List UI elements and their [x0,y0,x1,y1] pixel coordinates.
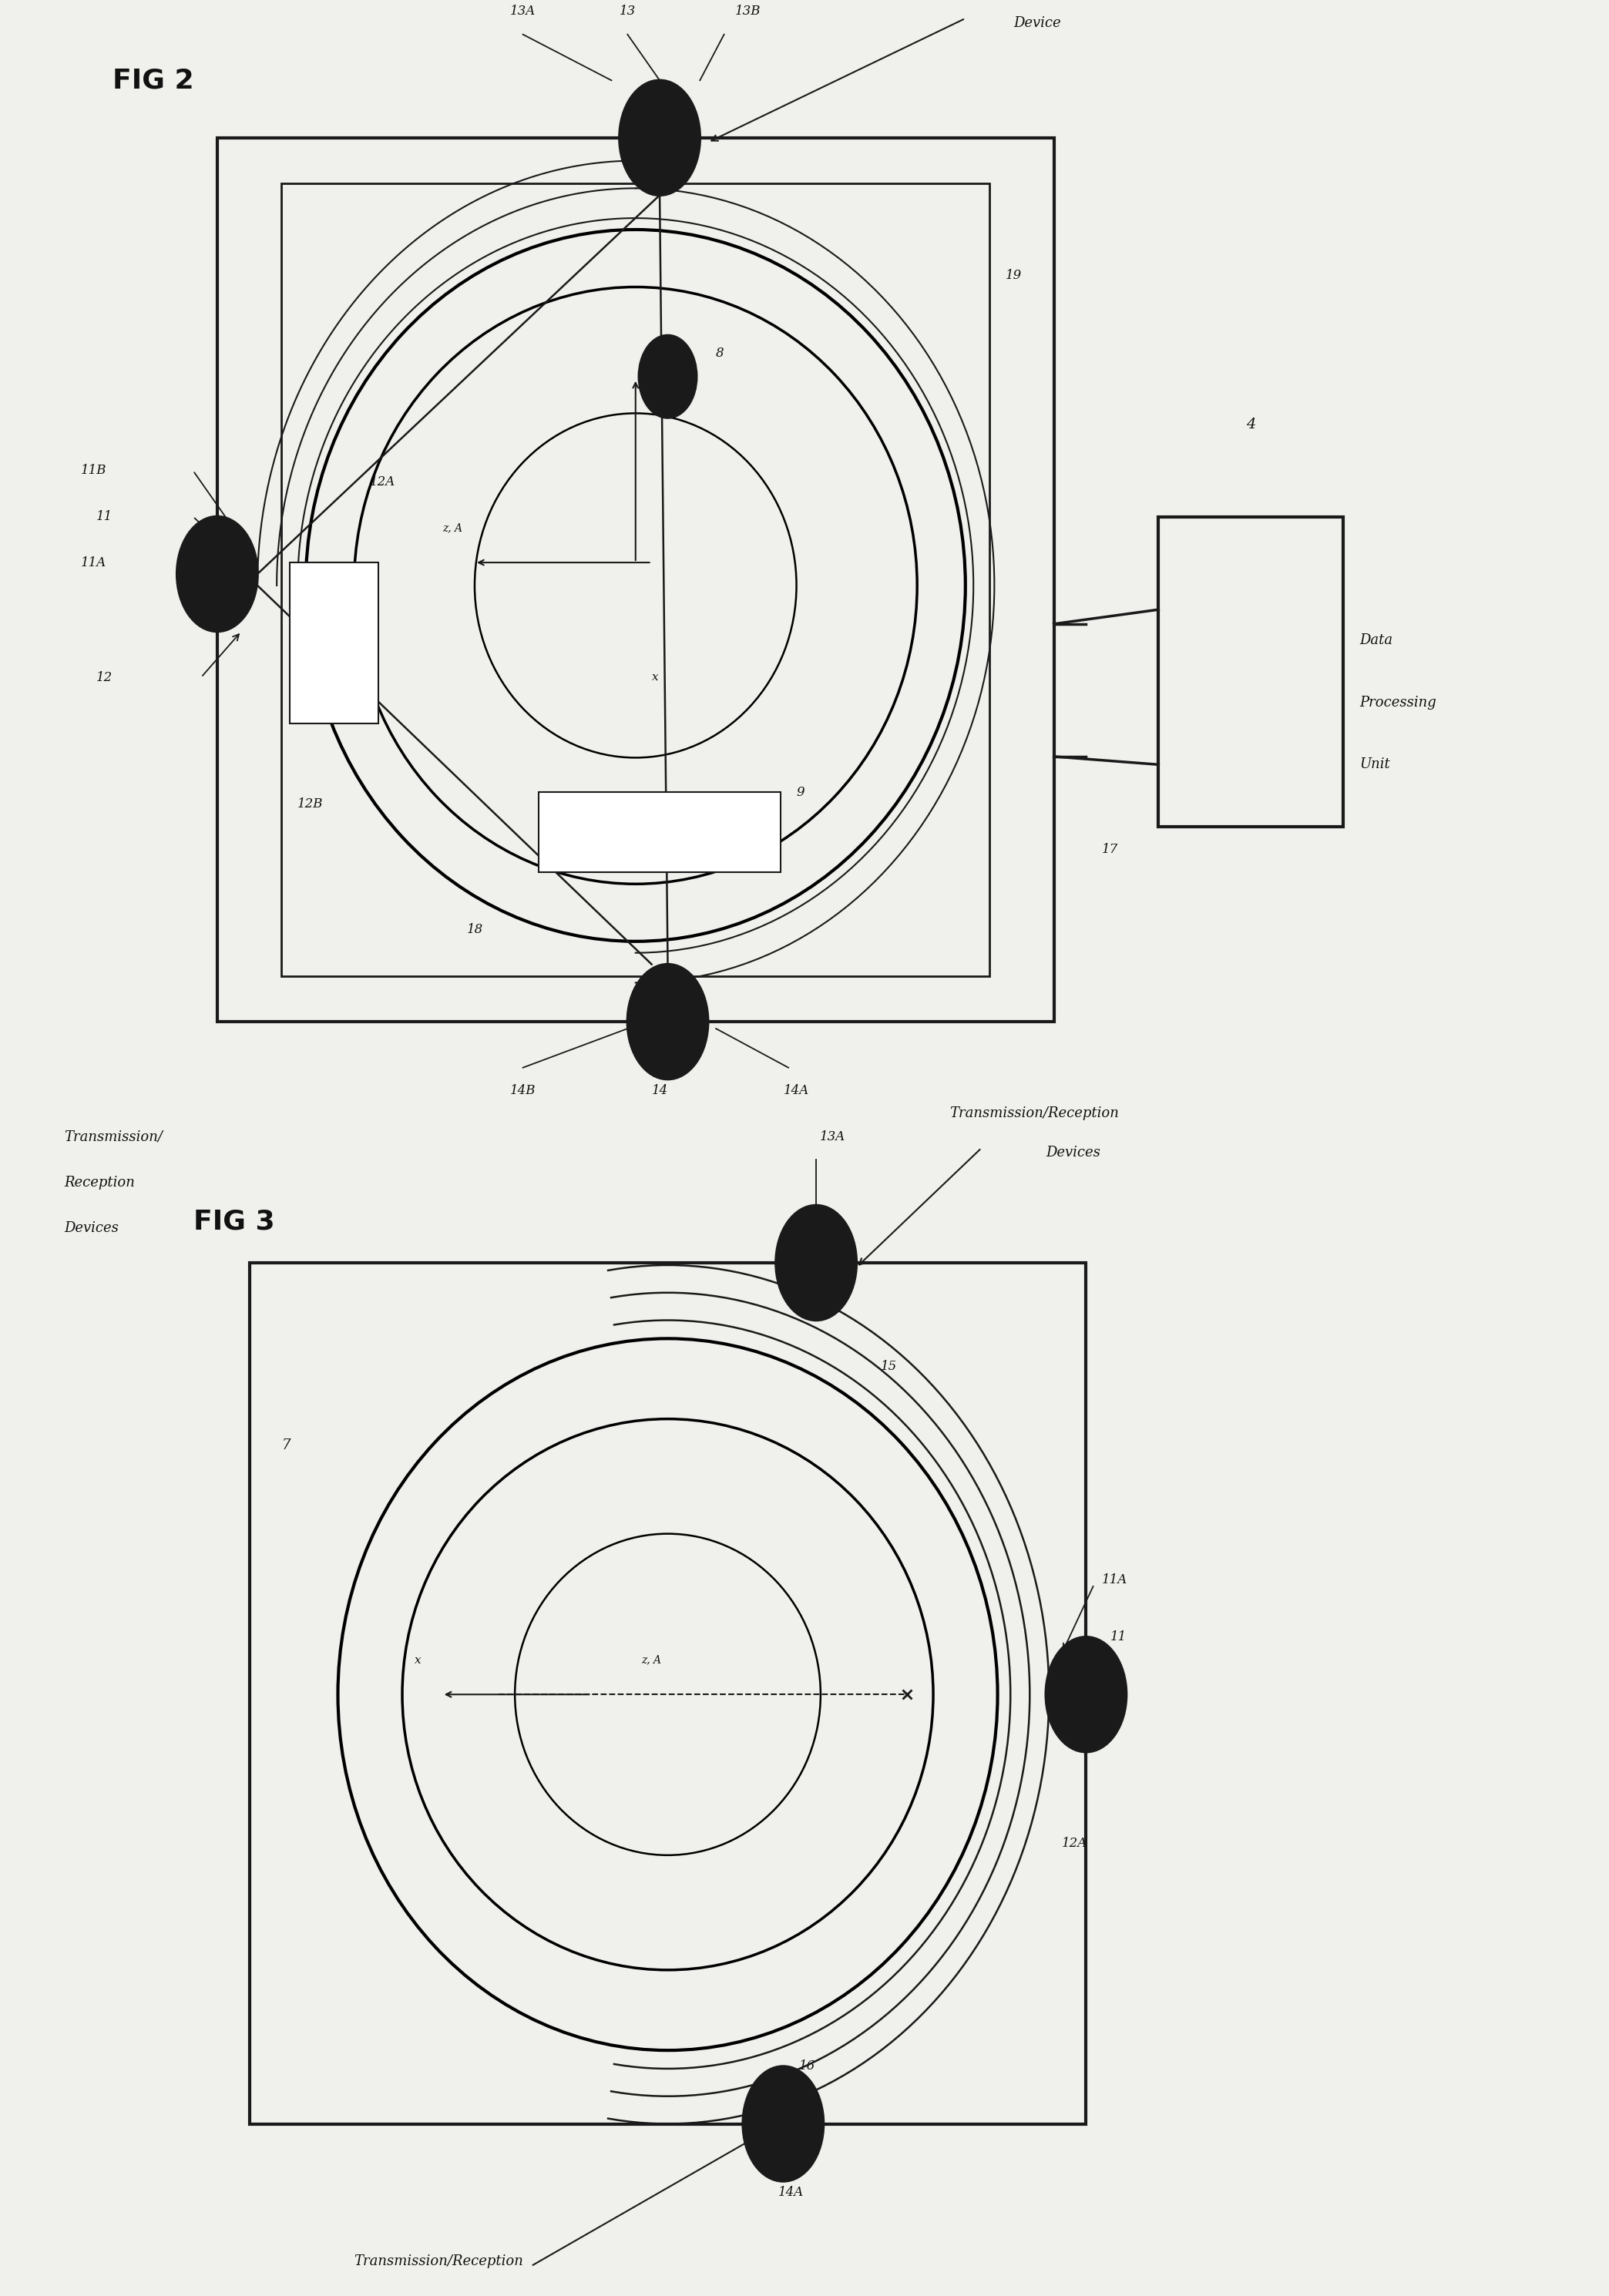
Text: x: x [414,1655,422,1665]
Text: Transmission/: Transmission/ [64,1130,163,1143]
Text: Reception: Reception [64,1176,135,1189]
Text: Device: Device [1014,16,1062,30]
Bar [217,138,1054,1022]
Bar [539,792,780,872]
Text: Data: Data [1360,634,1393,647]
Text: Transmission/Reception: Transmission/Reception [354,2255,523,2268]
Text: 4: 4 [1247,418,1255,432]
Text: Devices: Devices [1046,1146,1101,1159]
Text: 14A: 14A [779,2186,804,2200]
Text: FIG 2: FIG 2 [113,67,195,94]
Text: 8: 8 [716,347,724,360]
Bar [1158,517,1344,827]
Text: 14B: 14B [510,1084,536,1097]
Text: y: y [652,351,658,360]
Text: 13: 13 [619,5,636,18]
Text: FIG 3: FIG 3 [193,1208,275,1235]
Bar [249,1263,1086,2124]
Text: Processing: Processing [1360,696,1437,709]
Text: z, A: z, A [442,523,462,533]
Text: 11A: 11A [1102,1573,1128,1587]
Text: 9: 9 [796,785,804,799]
Text: 13A: 13A [510,5,536,18]
Text: 7: 7 [282,1437,291,1453]
Bar [282,184,990,976]
Text: 15: 15 [880,1359,896,1373]
Circle shape [1046,1637,1126,1752]
Text: 18: 18 [467,923,483,937]
Text: 12A: 12A [1062,1837,1088,1851]
Text: 16: 16 [800,2060,816,2073]
Bar [290,563,378,723]
Circle shape [628,964,708,1079]
Text: 12: 12 [1102,1699,1118,1713]
Circle shape [776,1205,856,1320]
Text: 19: 19 [1006,269,1022,282]
Circle shape [639,335,697,418]
Text: 11: 11 [1110,1630,1126,1644]
Text: Devices: Devices [64,1221,119,1235]
Text: 11: 11 [97,510,113,523]
Text: 14A: 14A [784,1084,809,1097]
Text: 17: 17 [1102,843,1118,856]
Circle shape [743,2066,824,2181]
Text: x: x [652,673,658,682]
Text: 12: 12 [97,670,113,684]
Text: Transmission/Reception: Transmission/Reception [949,1107,1118,1120]
Text: 11A: 11A [80,556,106,569]
Text: 13A: 13A [819,1130,845,1143]
Text: 12B: 12B [298,797,323,810]
Circle shape [619,80,700,195]
Text: 12A: 12A [370,475,396,489]
Circle shape [177,517,257,631]
Text: Unit: Unit [1360,758,1390,771]
Text: 11B: 11B [80,464,106,478]
Text: 14: 14 [652,1084,668,1097]
Text: 13B: 13B [735,5,761,18]
Text: z, A: z, A [642,1655,661,1665]
